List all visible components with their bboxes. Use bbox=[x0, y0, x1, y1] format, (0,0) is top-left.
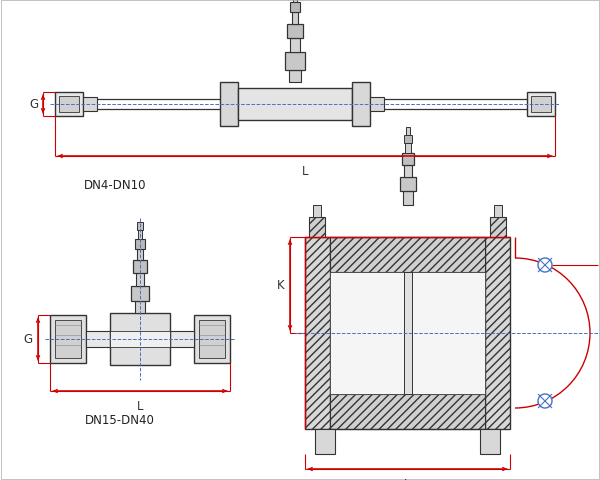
Text: DN15-DN40: DN15-DN40 bbox=[85, 413, 155, 426]
Bar bbox=[404, 136, 412, 144]
Bar bbox=[404, 144, 410, 154]
Bar bbox=[110, 313, 170, 365]
Bar bbox=[404, 273, 412, 394]
Bar bbox=[292, 13, 298, 25]
Bar bbox=[309, 217, 325, 238]
Text: G: G bbox=[29, 98, 38, 111]
Bar bbox=[313, 205, 321, 217]
Bar bbox=[370, 98, 384, 112]
Bar bbox=[110, 331, 170, 347]
Bar bbox=[136, 274, 144, 287]
Bar bbox=[170, 331, 194, 347]
Bar bbox=[315, 429, 335, 454]
Circle shape bbox=[538, 394, 552, 408]
Circle shape bbox=[538, 258, 552, 273]
Bar bbox=[135, 240, 145, 250]
Bar bbox=[485, 238, 510, 429]
Bar bbox=[138, 230, 142, 240]
Bar bbox=[494, 205, 502, 217]
Bar bbox=[290, 3, 300, 13]
Bar bbox=[352, 83, 370, 127]
Bar bbox=[199, 320, 225, 358]
Bar bbox=[289, 71, 301, 83]
Bar bbox=[330, 273, 485, 394]
Bar bbox=[135, 301, 145, 313]
Bar bbox=[133, 261, 147, 274]
Bar bbox=[403, 192, 413, 205]
Text: L: L bbox=[302, 165, 308, 178]
Bar bbox=[287, 25, 303, 39]
Text: DN4-DN10: DN4-DN10 bbox=[84, 179, 146, 192]
Bar bbox=[406, 128, 409, 136]
Bar bbox=[527, 93, 555, 117]
Bar bbox=[59, 97, 79, 113]
Polygon shape bbox=[340, 318, 475, 355]
Bar bbox=[86, 331, 110, 347]
Bar bbox=[330, 238, 485, 273]
Bar bbox=[490, 217, 506, 238]
Bar bbox=[194, 315, 230, 363]
Bar bbox=[404, 166, 412, 178]
Text: L: L bbox=[404, 477, 411, 480]
Bar bbox=[55, 93, 83, 117]
Text: K: K bbox=[277, 279, 285, 292]
Bar bbox=[220, 83, 238, 127]
Bar bbox=[55, 320, 81, 358]
Bar bbox=[531, 97, 551, 113]
Bar bbox=[480, 429, 500, 454]
Bar bbox=[137, 223, 143, 230]
Text: L: L bbox=[137, 399, 143, 412]
Bar bbox=[330, 394, 485, 429]
Bar bbox=[401, 154, 413, 166]
Bar bbox=[131, 287, 149, 301]
Text: G: G bbox=[24, 333, 33, 346]
Bar bbox=[137, 250, 143, 261]
Bar bbox=[285, 53, 305, 71]
Bar bbox=[238, 89, 352, 121]
Bar bbox=[400, 178, 415, 192]
Bar bbox=[305, 238, 330, 429]
Bar bbox=[83, 98, 97, 112]
Bar bbox=[293, 0, 297, 3]
Bar bbox=[50, 315, 86, 363]
Bar bbox=[290, 39, 300, 53]
